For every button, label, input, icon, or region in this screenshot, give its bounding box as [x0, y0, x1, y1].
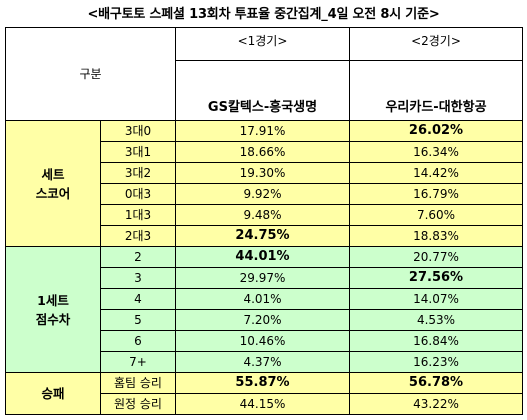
row-label: 원정 승리 [100, 393, 176, 415]
row-game2-value: 18.83% [349, 225, 523, 247]
group-result: 승패 [5, 372, 101, 415]
header-gubun: 구분 [5, 27, 176, 121]
row-game1-value: 29.97% [175, 267, 350, 289]
row-game2-value: 16.23% [349, 351, 523, 373]
header-game1-number: <1경기> [175, 27, 350, 61]
vote-rate-table: 구분 <1경기> <2경기> GS칼텍스-흥국생명 우리카드-대한항공 세트 스… [5, 27, 523, 415]
row-game1-value: 9.48% [175, 204, 350, 226]
row-game1-value: 9.92% [175, 183, 350, 205]
row-label: 2 [100, 246, 176, 268]
row-label: 2대3 [100, 225, 176, 247]
row-game1-value: 24.75% [175, 225, 350, 247]
row-label: 6 [100, 330, 176, 352]
row-game2-value: 26.02% [349, 120, 523, 142]
header-game1-match: GS칼텍스-흥국생명 [175, 60, 350, 121]
group-set-score-line1: 세트 [41, 166, 65, 182]
row-game1-value: 17.91% [175, 120, 350, 142]
row-game1-value: 10.46% [175, 330, 350, 352]
group-set-diff: 1세트 점수차 [5, 246, 101, 373]
group-set-score: 세트 스코어 [5, 120, 101, 247]
group-set-score-line2: 스코어 [35, 185, 71, 201]
row-game2-value: 7.60% [349, 204, 523, 226]
row-game2-value: 16.79% [349, 183, 523, 205]
row-label: 3대0 [100, 120, 176, 142]
row-label: 3 [100, 267, 176, 289]
row-game1-value: 44.01% [175, 246, 350, 268]
page-title: <배구토토 스페셜 13회차 투표율 중간집계_4일 오전 8시 기준> [87, 7, 440, 22]
row-game1-value: 4.37% [175, 351, 350, 373]
row-label: 5 [100, 309, 176, 331]
row-game2-value: 56.78% [349, 372, 523, 394]
row-game2-value: 14.07% [349, 288, 523, 310]
row-label: 3대1 [100, 141, 176, 163]
row-game2-value: 20.77% [349, 246, 523, 268]
row-label: 4 [100, 288, 176, 310]
row-game1-value: 55.87% [175, 372, 350, 394]
row-label: 홈팀 승리 [100, 372, 176, 394]
group-set-diff-line1: 1세트 [37, 292, 69, 308]
group-set-diff-line2: 점수차 [35, 311, 71, 327]
row-game2-value: 4.53% [349, 309, 523, 331]
row-label: 0대3 [100, 183, 176, 205]
row-game2-value: 16.84% [349, 330, 523, 352]
row-game1-value: 44.15% [175, 393, 350, 415]
row-game2-value: 27.56% [349, 267, 523, 289]
row-game1-value: 4.01% [175, 288, 350, 310]
header-game2-match: 우리카드-대한항공 [349, 60, 523, 121]
row-game1-value: 19.30% [175, 162, 350, 184]
header-game2-number: <2경기> [349, 27, 523, 61]
row-label: 7+ [100, 351, 176, 373]
row-label: 1대3 [100, 204, 176, 226]
row-game2-value: 43.22% [349, 393, 523, 415]
row-label: 3대2 [100, 162, 176, 184]
row-game1-value: 7.20% [175, 309, 350, 331]
row-game2-value: 14.42% [349, 162, 523, 184]
row-game1-value: 18.66% [175, 141, 350, 163]
row-game2-value: 16.34% [349, 141, 523, 163]
